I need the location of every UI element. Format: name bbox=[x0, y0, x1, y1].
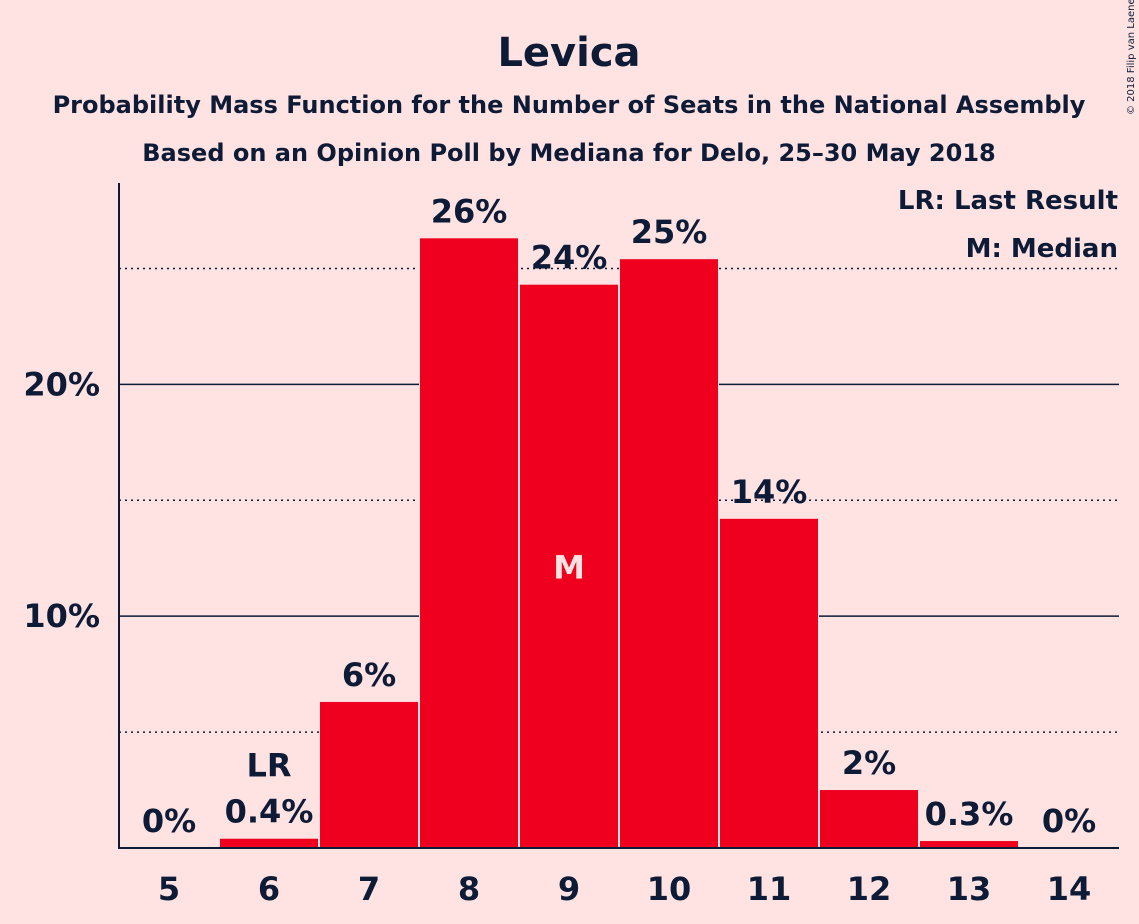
x-tick-label: 13 bbox=[947, 870, 992, 908]
legend-last-result: LR: Last Result bbox=[898, 186, 1118, 216]
x-tick-label: 10 bbox=[647, 870, 692, 908]
data-label: 0.4% bbox=[225, 793, 314, 831]
x-tick-label: 11 bbox=[747, 870, 792, 908]
x-tick-label: 5 bbox=[158, 870, 180, 908]
bar-seats-12 bbox=[820, 790, 918, 848]
markers: LR M bbox=[246, 548, 584, 784]
axes bbox=[118, 183, 1119, 849]
x-tick-label: 9 bbox=[558, 870, 580, 908]
y-tick-label: 10% bbox=[23, 597, 100, 635]
bar-seats-7 bbox=[320, 701, 418, 848]
bar-seats-10 bbox=[620, 259, 718, 848]
data-label: 0% bbox=[142, 802, 196, 840]
x-tick-label: 6 bbox=[258, 870, 280, 908]
data-label: 0.3% bbox=[925, 795, 1014, 833]
x-tick-label: 7 bbox=[358, 870, 380, 908]
data-label: 26% bbox=[431, 192, 508, 230]
chart-subtitle-source: Based on an Opinion Poll by Mediana for … bbox=[142, 139, 995, 167]
data-label: 0% bbox=[1042, 802, 1096, 840]
x-tick-label: 14 bbox=[1047, 870, 1092, 908]
legend-median: M: Median bbox=[966, 234, 1118, 264]
bars bbox=[219, 237, 1019, 848]
last-result-marker: LR bbox=[246, 747, 291, 785]
data-label: 24% bbox=[531, 239, 608, 277]
y-tick-label: 20% bbox=[23, 365, 100, 403]
chart-subtitle: Probability Mass Function for the Number… bbox=[53, 91, 1086, 119]
chart-title: Levica bbox=[497, 30, 640, 76]
bar-seats-6 bbox=[220, 838, 318, 848]
data-label: 25% bbox=[631, 213, 708, 251]
bar-seats-8 bbox=[420, 238, 518, 848]
data-label: 6% bbox=[342, 656, 396, 694]
data-label: 14% bbox=[731, 473, 808, 511]
x-tick-label: 8 bbox=[458, 870, 480, 908]
copyright-notice: © 2018 Filip van Laenen bbox=[1126, 0, 1137, 115]
y-tick-labels: 10% 20% bbox=[23, 365, 100, 635]
bar-seats-9 bbox=[520, 284, 618, 848]
x-tick-label: 12 bbox=[847, 870, 892, 908]
bar-seats-11 bbox=[720, 518, 818, 848]
x-tick-labels: 5 6 7 8 9 10 11 12 13 14 bbox=[158, 870, 1091, 908]
data-labels: 0% 0.4% 6% 26% 24% 25% 14% 2% 0.3% 0% bbox=[142, 192, 1096, 840]
data-label: 2% bbox=[842, 744, 896, 782]
bar-seats-13 bbox=[920, 841, 1018, 848]
median-marker: M bbox=[553, 548, 585, 586]
